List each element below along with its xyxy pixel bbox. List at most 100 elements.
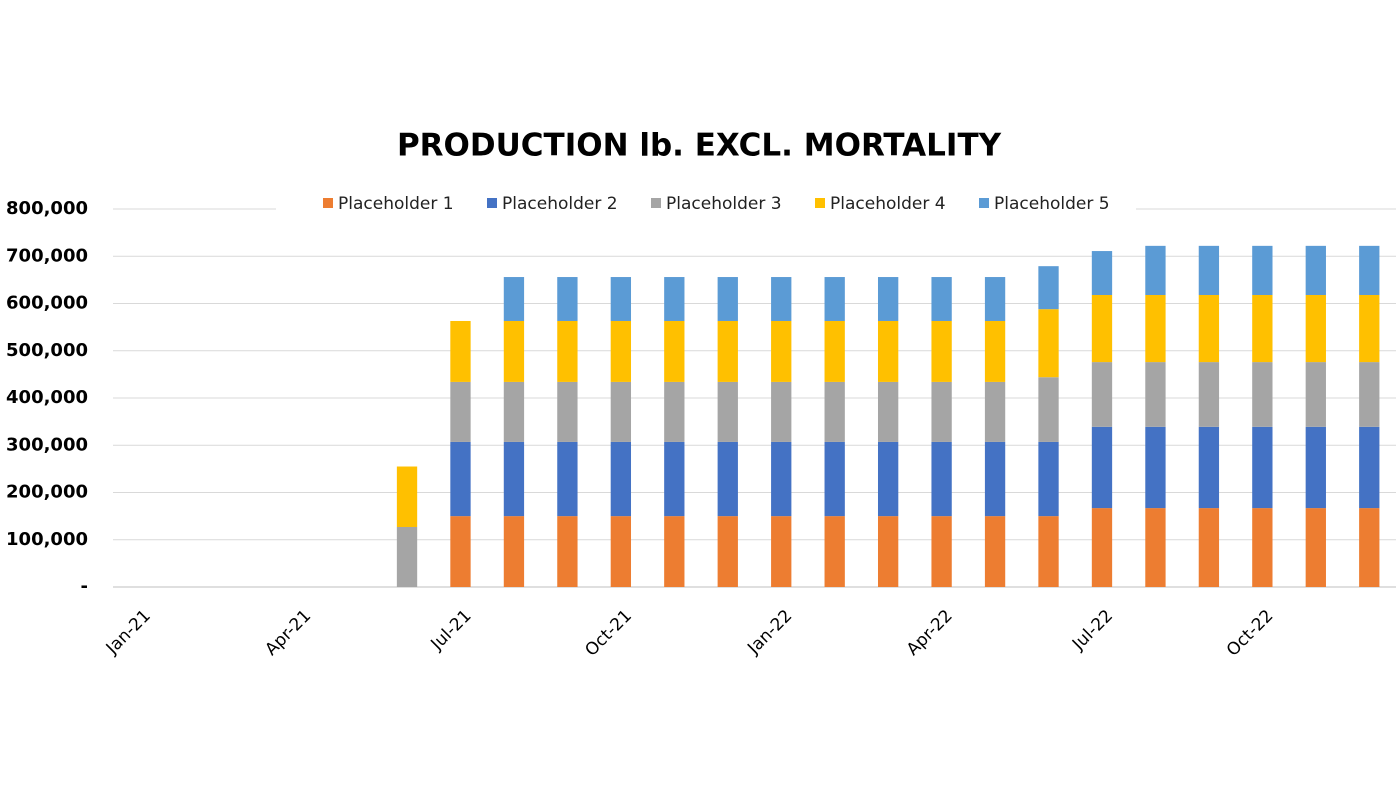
bar-segment bbox=[1038, 516, 1059, 587]
bar-segment bbox=[877, 277, 899, 321]
bar-segment bbox=[1145, 245, 1166, 295]
bar-segment bbox=[984, 441, 1006, 517]
x-tick-label: Jul-21 bbox=[427, 606, 476, 655]
bar-segment bbox=[824, 516, 845, 587]
bar-segment bbox=[824, 441, 845, 517]
bar-segment bbox=[1252, 294, 1273, 363]
bar-segment bbox=[1038, 441, 1059, 517]
bar-segment bbox=[1305, 362, 1326, 427]
bar-segment bbox=[984, 516, 1006, 587]
bar-segment bbox=[1198, 294, 1220, 363]
bar-segment bbox=[610, 277, 632, 321]
bar-segment bbox=[557, 320, 578, 382]
bar-segment bbox=[877, 381, 899, 442]
bar-segment bbox=[1359, 245, 1380, 295]
legend-swatch bbox=[323, 198, 333, 208]
bar-segment bbox=[1091, 426, 1113, 509]
legend-label: Placeholder 3 bbox=[666, 194, 782, 214]
legend-swatch bbox=[651, 198, 661, 208]
bar-segment bbox=[557, 441, 578, 517]
legend-swatch bbox=[979, 198, 989, 208]
bar-segment bbox=[396, 526, 418, 587]
bar-segment bbox=[771, 516, 792, 587]
bar-segment bbox=[1198, 362, 1220, 427]
bar-segment bbox=[450, 381, 471, 442]
legend-label: Placeholder 5 bbox=[994, 194, 1110, 214]
bar-segment bbox=[1305, 294, 1326, 363]
y-tick-label: - bbox=[81, 576, 88, 597]
y-tick-label: 300,000 bbox=[6, 434, 88, 455]
bar-segment bbox=[984, 320, 1006, 382]
bar-segment bbox=[717, 381, 738, 442]
bar-segment bbox=[877, 516, 899, 587]
x-tick-label: Jan-21 bbox=[102, 606, 155, 659]
bar-segment bbox=[1305, 426, 1326, 509]
bar-segment bbox=[1305, 245, 1326, 295]
bar-segment bbox=[824, 320, 845, 382]
bar-segment bbox=[503, 516, 525, 587]
bar-segment bbox=[1359, 294, 1380, 363]
bar-segment bbox=[824, 277, 845, 321]
legend-background bbox=[276, 186, 1136, 222]
bar-segment bbox=[1145, 294, 1166, 363]
bar-segment bbox=[1091, 294, 1113, 363]
chart-title: PRODUCTION lb. EXCL. MORTALITY bbox=[397, 128, 1002, 164]
bar-segment bbox=[717, 516, 738, 587]
bar-segment bbox=[1145, 362, 1166, 427]
bar-segment bbox=[1145, 508, 1166, 587]
bar-segment bbox=[1198, 245, 1220, 295]
bar-segment bbox=[931, 277, 952, 321]
bar-segment bbox=[1359, 362, 1380, 427]
bar-segment bbox=[450, 320, 471, 382]
bar-segment bbox=[717, 441, 738, 517]
bar-segment bbox=[610, 381, 632, 442]
bar-segment bbox=[771, 277, 792, 321]
y-tick-label: 600,000 bbox=[6, 293, 88, 314]
bar-segment bbox=[1252, 508, 1273, 587]
bar-segment bbox=[1359, 508, 1380, 587]
x-tick-label: Jul-22 bbox=[1068, 606, 1117, 655]
bar-segment bbox=[931, 441, 952, 517]
bar-segment bbox=[610, 516, 632, 587]
bar-segment bbox=[1091, 362, 1113, 427]
bar-segment bbox=[450, 441, 471, 517]
bar-segment bbox=[1305, 508, 1326, 587]
bar-segment bbox=[503, 320, 525, 382]
bar-segment bbox=[664, 381, 685, 442]
legend-label: Placeholder 2 bbox=[502, 194, 618, 214]
bar-segment bbox=[1038, 309, 1059, 378]
bar-segment bbox=[664, 320, 685, 382]
bar-segment bbox=[771, 381, 792, 442]
x-tick-label: Oct-21 bbox=[581, 606, 636, 661]
bar-segment bbox=[450, 516, 471, 587]
bar-segment bbox=[1252, 362, 1273, 427]
y-tick-label: 200,000 bbox=[6, 482, 88, 503]
y-tick-label: 100,000 bbox=[6, 529, 88, 550]
bar-segment bbox=[1038, 377, 1059, 442]
bar-segment bbox=[931, 320, 952, 382]
bar-segment bbox=[1252, 426, 1273, 509]
bar-segment bbox=[824, 381, 845, 442]
bar-segment bbox=[503, 381, 525, 442]
bar-segment bbox=[877, 320, 899, 382]
bar-segment bbox=[610, 320, 632, 382]
legend-swatch bbox=[815, 198, 825, 208]
y-tick-label: 500,000 bbox=[6, 340, 88, 361]
legend-swatch bbox=[487, 198, 497, 208]
bar-segment bbox=[931, 381, 952, 442]
bar-segment bbox=[1091, 508, 1113, 587]
bar-segment bbox=[396, 466, 418, 527]
legend-label: Placeholder 4 bbox=[830, 194, 946, 214]
y-tick-label: 800,000 bbox=[6, 198, 88, 219]
bar-segment bbox=[984, 277, 1006, 321]
x-tick-label: Apr-21 bbox=[261, 606, 315, 660]
x-tick-label: Apr-22 bbox=[903, 606, 957, 660]
bar-segment bbox=[1145, 426, 1166, 509]
bar-segment bbox=[877, 441, 899, 517]
bar-segment bbox=[503, 277, 525, 321]
bar-segment bbox=[1198, 508, 1220, 587]
bar-segment bbox=[1198, 426, 1220, 509]
x-tick-label: Jan-22 bbox=[743, 606, 796, 659]
bar-segment bbox=[1359, 426, 1380, 509]
bar-segment bbox=[557, 516, 578, 587]
